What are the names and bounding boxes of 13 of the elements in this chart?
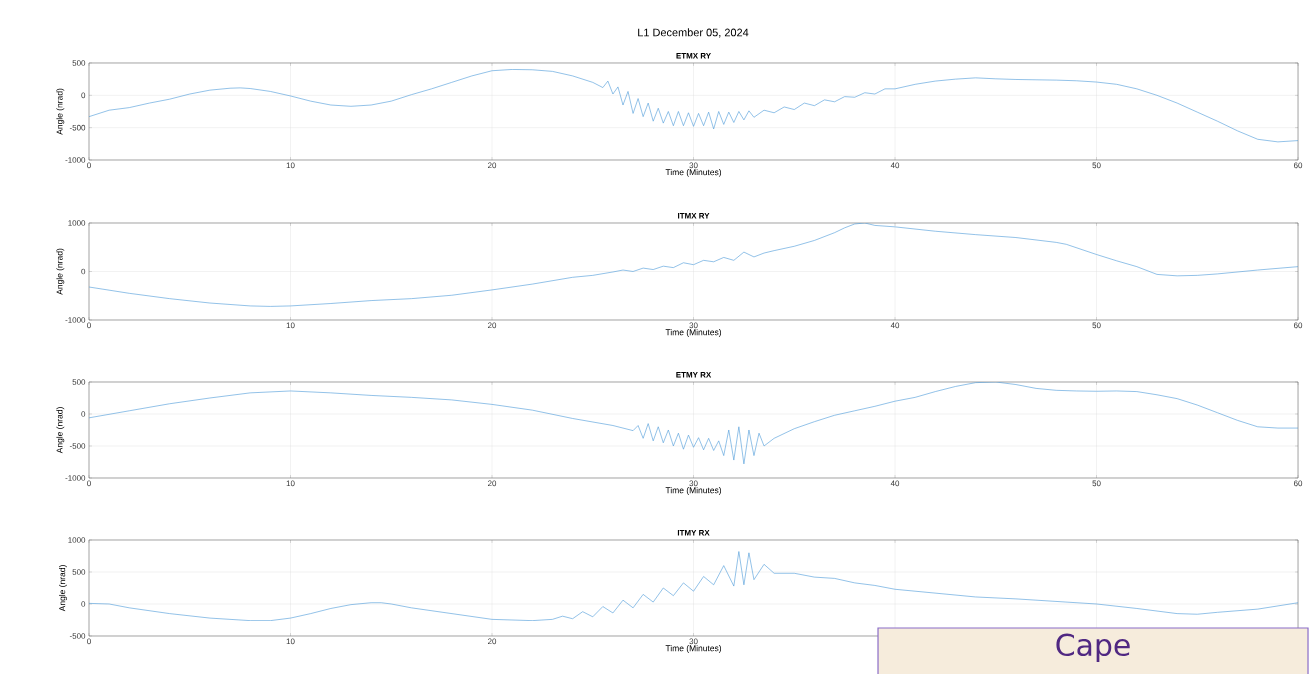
y-axis-title: Angle (nrad) xyxy=(56,248,65,295)
line-series xyxy=(89,69,1299,143)
line-series xyxy=(89,381,1299,465)
x-axis-title: Time (Minutes) xyxy=(665,645,722,653)
line-series xyxy=(89,222,1299,307)
x-axis-title: Time (Minutes) xyxy=(665,168,722,177)
x-axis-title: Time (Minutes) xyxy=(665,328,722,337)
x-axis-title: Time (Minutes) xyxy=(665,486,722,495)
y-axis-title: Angle (nrad) xyxy=(56,407,65,454)
y-axis-title: Angle (nrad) xyxy=(56,88,65,135)
annotation: Cape xyxy=(1056,633,1130,662)
y-axis-title: Angle (nrad) xyxy=(59,565,67,612)
text: L1 December 05, 2024 xyxy=(638,28,749,38)
